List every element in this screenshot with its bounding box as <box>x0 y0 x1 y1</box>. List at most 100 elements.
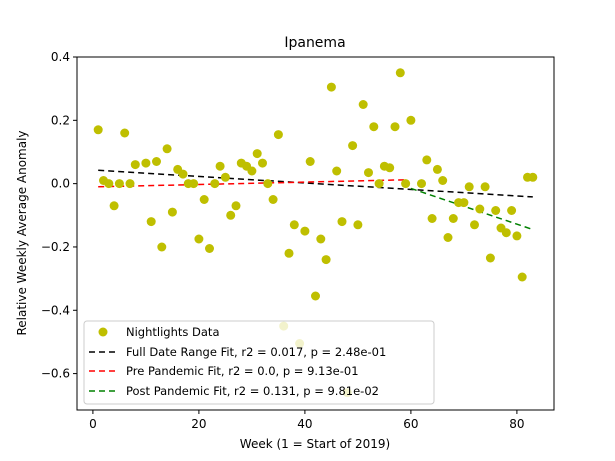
y-axis-ticks: −0.6 −0.4 −0.2 0.0 0.2 0.4 <box>41 50 77 381</box>
legend-items: Nightlights Data Full Date Range Fit, r2 … <box>89 325 386 398</box>
legend-label-full-fit-line: Full Date Range Fit, r2 = 0.017, p = 2.4… <box>126 345 386 359</box>
plot-frame <box>76 56 555 411</box>
x-tick-label: 0 <box>89 417 97 431</box>
data-point <box>104 179 114 189</box>
data-point <box>93 125 103 135</box>
data-point <box>517 272 527 282</box>
data-point <box>470 220 479 230</box>
data-point <box>432 164 442 174</box>
data-point <box>464 182 474 192</box>
data-point <box>358 100 368 109</box>
data-point <box>395 68 405 78</box>
data-point <box>130 160 140 170</box>
data-point <box>326 82 336 92</box>
data-point <box>480 182 490 192</box>
y-axis-label: Relative Weekly Average Anomaly <box>15 130 29 335</box>
data-point <box>258 158 267 168</box>
data-point <box>337 217 347 227</box>
data-point <box>448 214 458 223</box>
data-point <box>247 166 257 176</box>
x-tick-label: 60 <box>403 417 418 431</box>
legend-label-pre-pandemic-fit-line: Pre Pandemic Fit, r2 = 0.0, p = 9.13e-01 <box>126 364 359 378</box>
data-point <box>332 166 342 176</box>
data-point <box>305 157 315 166</box>
y-tick-label: −0.4 <box>41 303 70 317</box>
data-point <box>199 195 209 204</box>
data-point <box>348 141 358 151</box>
data-point <box>167 207 177 217</box>
data-point <box>512 231 522 241</box>
data-point <box>321 255 331 265</box>
data-point <box>401 179 411 189</box>
data-point <box>120 128 130 138</box>
data-point <box>417 179 426 189</box>
data-point <box>252 149 262 159</box>
data-point <box>220 172 230 182</box>
data-point <box>284 248 294 258</box>
data-point <box>109 201 119 211</box>
legend-label-points: Nightlights Data <box>126 325 220 339</box>
data-point <box>390 122 400 132</box>
x-axis-ticks: 0 20 40 60 80 <box>89 410 525 431</box>
y-tick-label: 0.4 <box>51 50 70 64</box>
data-point <box>125 179 135 189</box>
data-point <box>268 195 278 204</box>
points-layer <box>93 68 538 398</box>
x-tick-label: 80 <box>509 417 524 431</box>
pre-pandemic-fit-line <box>98 179 406 188</box>
data-point <box>157 242 167 252</box>
data-point <box>475 204 485 214</box>
data-point <box>210 179 220 189</box>
data-point <box>406 115 416 125</box>
data-point <box>374 179 384 189</box>
data-point <box>491 206 501 215</box>
data-point <box>369 122 379 132</box>
y-tick-label: 0.0 <box>51 177 70 191</box>
data-point <box>178 169 188 179</box>
data-point <box>459 198 469 208</box>
data-point <box>289 220 299 230</box>
data-point <box>528 172 538 182</box>
data-point <box>353 220 363 230</box>
x-tick-label: 20 <box>191 417 206 431</box>
data-point <box>146 217 156 227</box>
data-point <box>507 206 517 215</box>
data-point <box>422 155 432 165</box>
legend-frame <box>83 320 435 405</box>
data-point <box>162 144 172 154</box>
data-point <box>205 244 214 253</box>
data-point <box>152 157 161 166</box>
chart-title: Ipanema <box>284 35 345 51</box>
data-point <box>141 158 151 168</box>
legend-marker-points <box>98 327 108 337</box>
data-point <box>189 179 199 189</box>
data-point <box>194 234 204 244</box>
data-point <box>311 291 320 301</box>
data-point <box>231 201 241 211</box>
data-point <box>300 226 310 236</box>
data-point <box>485 253 495 263</box>
data-point <box>501 228 511 238</box>
y-tick-label: −0.2 <box>41 240 70 254</box>
data-point <box>427 214 437 223</box>
data-point <box>316 234 326 244</box>
data-point <box>443 233 453 242</box>
y-tick-label: −0.6 <box>41 367 70 381</box>
x-tick-label: 40 <box>297 417 312 431</box>
data-point <box>215 161 225 171</box>
data-point <box>114 179 124 189</box>
data-point <box>385 163 395 173</box>
data-point <box>263 179 273 189</box>
legend: Nightlights Data Full Date Range Fit, r2 … <box>83 320 435 405</box>
legend-label-post-pandemic-fit-line: Post Pandemic Fit, r2 = 0.131, p = 9.81e… <box>126 384 379 398</box>
post-pandemic-fit-line <box>410 187 534 231</box>
data-point <box>226 210 236 220</box>
full-fit-line <box>98 169 533 198</box>
series-layer <box>98 169 534 231</box>
x-axis-label: Week (1 = Start of 2019) <box>240 437 390 451</box>
data-point <box>438 176 448 185</box>
y-tick-label: 0.2 <box>51 113 70 127</box>
data-point <box>364 168 373 178</box>
data-point <box>273 130 283 140</box>
